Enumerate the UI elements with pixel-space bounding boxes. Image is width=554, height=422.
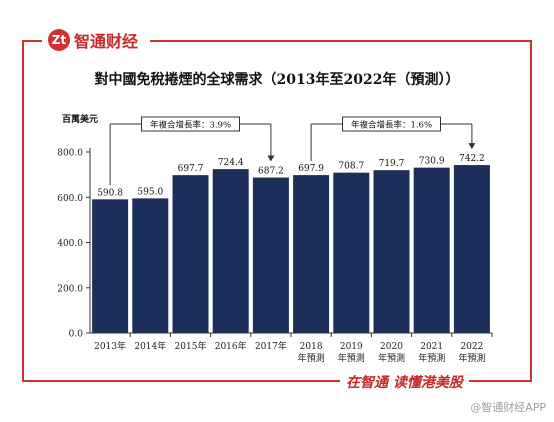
bar-value-label: 687.2 xyxy=(258,167,284,177)
x-tick-label: 2021 xyxy=(420,342,443,352)
cagr-arrowhead xyxy=(468,143,476,150)
x-tick-label: 2020 xyxy=(380,342,403,352)
bar xyxy=(92,199,129,333)
watermark: @智通财经APP xyxy=(470,401,546,414)
brand-name: 智通财经 xyxy=(74,32,139,51)
cagr-label-box xyxy=(342,116,441,132)
bar xyxy=(132,198,169,333)
bar xyxy=(413,167,450,333)
bar-value-label: 742.2 xyxy=(459,154,485,164)
bar-value-label: 724.4 xyxy=(218,158,244,168)
x-tick-sublabel: 年預測 xyxy=(458,352,485,364)
cagr-label-box xyxy=(141,116,240,132)
chart-title: 對中國免稅捲煙的全球需求（2013年至2022年（預測）） xyxy=(95,71,460,88)
bar-value-label: 595.0 xyxy=(137,187,163,197)
y-tick-label: 200.0 xyxy=(57,284,83,294)
frame-top-right xyxy=(150,40,532,42)
bar xyxy=(212,169,249,333)
frame-top-left xyxy=(22,40,42,42)
y-tick-label: 800.0 xyxy=(57,149,83,159)
bar xyxy=(373,170,410,333)
x-tick-sublabel: 年預測 xyxy=(338,352,365,364)
bar xyxy=(333,172,370,333)
x-tick-label: 2016年 xyxy=(215,340,247,352)
y-tick-label: 400.0 xyxy=(57,239,83,249)
brand-logo-icon: Zt xyxy=(48,29,70,51)
brand-logo: Zt 智通财经 xyxy=(46,27,145,53)
x-tick-label: 2022 xyxy=(460,342,483,352)
cagr-label: 年複合增長率：3.9% xyxy=(150,120,231,131)
x-tick-label: 2015年 xyxy=(175,340,207,352)
chart-frame xyxy=(22,40,532,382)
slogan: 在智通 读懂港美股 xyxy=(340,372,469,392)
bar-value-label: 590.8 xyxy=(97,188,123,198)
bar-value-label: 697.7 xyxy=(178,164,204,174)
x-tick-label: 2014年 xyxy=(134,340,166,352)
bar-value-label: 708.7 xyxy=(338,162,364,172)
x-tick-label: 2019 xyxy=(340,342,363,352)
y-tick-label: 600.0 xyxy=(57,194,83,204)
bar-value-label: 730.9 xyxy=(419,157,445,167)
x-tick-sublabel: 年預測 xyxy=(418,352,445,364)
y-tick-label: 0.0 xyxy=(69,330,84,340)
bar-value-label: 719.7 xyxy=(379,159,405,169)
bar xyxy=(252,177,289,333)
bar xyxy=(293,175,330,333)
bar xyxy=(172,175,209,333)
x-tick-label: 2013年 xyxy=(94,340,126,352)
y-axis-unit-label: 百萬美元 xyxy=(62,113,98,125)
x-tick-sublabel: 年預測 xyxy=(378,352,405,364)
bar xyxy=(453,165,490,333)
x-tick-label: 2017年 xyxy=(255,340,287,352)
bar-value-label: 697.9 xyxy=(298,164,324,174)
x-tick-label: 2018 xyxy=(300,342,323,352)
x-tick-sublabel: 年預測 xyxy=(298,352,325,364)
cagr-arrowhead xyxy=(267,155,275,162)
cagr-label: 年複合增長率：1.6% xyxy=(351,120,432,131)
